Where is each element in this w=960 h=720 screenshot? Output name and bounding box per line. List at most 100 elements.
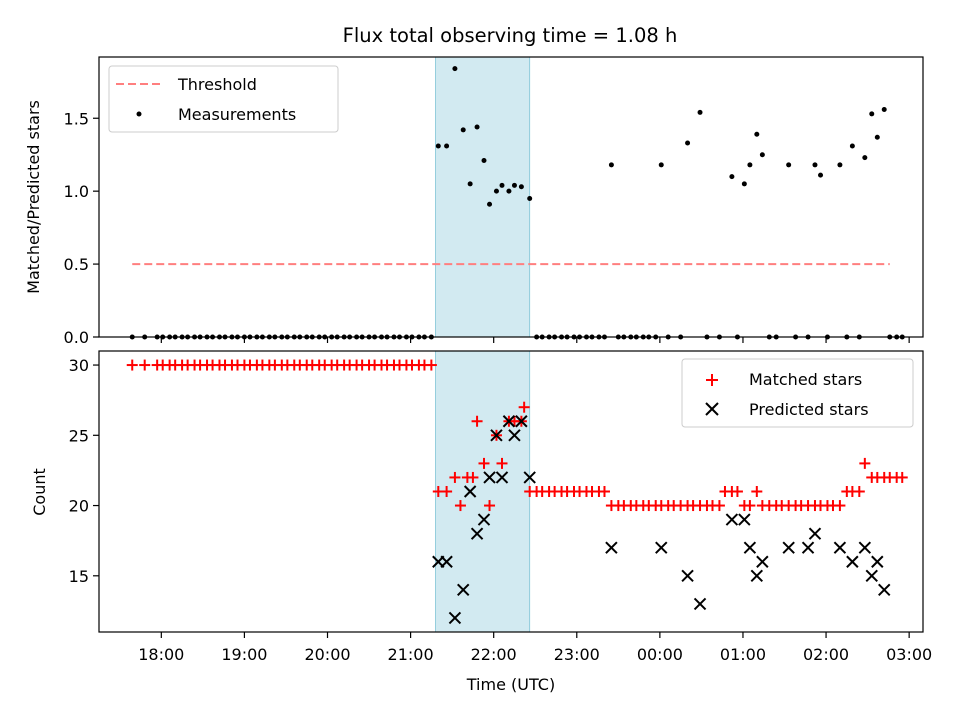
- x-tick-label: 19:00: [221, 645, 267, 664]
- measurement-point: [759, 152, 765, 158]
- matched-stars-point: [598, 486, 610, 497]
- predicted-stars-point: [502, 415, 516, 428]
- top-observing-span: [435, 56, 531, 338]
- measurement-point: [849, 143, 855, 149]
- measurement-point: [474, 124, 480, 130]
- x-tick-label: 20:00: [304, 645, 350, 664]
- legend-matched-swatch: [706, 374, 718, 386]
- predicted-stars-point: [865, 569, 878, 583]
- matched-stars-point: [751, 486, 763, 497]
- matched-stars-point: [467, 471, 479, 483]
- top-panel: 0.0 0.5 1.0 1.5 Matched/Predicted stars Thr…: [24, 56, 924, 347]
- bottom-y-tick-label: 25: [69, 426, 89, 445]
- matched-stars-point: [425, 359, 437, 371]
- predicted-stars-point: [605, 541, 618, 554]
- legend-threshold-label: Threshold: [177, 75, 257, 94]
- measurement-point: [435, 143, 441, 149]
- predicted-stars-point: [725, 513, 739, 526]
- predicted-stars-point: [871, 555, 884, 568]
- matched-stars-point: [126, 359, 138, 371]
- matched-stars-point: [731, 486, 743, 497]
- measurement-point: [506, 188, 512, 194]
- measurement-point: [812, 162, 818, 168]
- matched-stars-point: [471, 415, 483, 427]
- top-y-axis: 0.0 0.5 1.0 1.5: [64, 109, 99, 347]
- legend-measurements-swatch: [136, 111, 142, 117]
- matched-stars-point: [139, 359, 151, 371]
- predicted-stars-point: [523, 471, 536, 484]
- x-tick-label: 18:00: [138, 645, 184, 664]
- legend-predicted-swatch: [705, 402, 719, 416]
- measurement-point: [747, 162, 753, 168]
- measurement-point: [685, 140, 691, 146]
- bottom-plot-area: [126, 359, 908, 625]
- measurement-point: [658, 162, 664, 168]
- predicted-stars-point: [801, 541, 815, 554]
- measurement-point: [608, 162, 614, 168]
- top-x-ticks: [160, 337, 910, 343]
- bottom-legend: Matched stars Predicted stars: [681, 358, 914, 428]
- measurement-point: [487, 201, 493, 207]
- predicted-stars-point: [515, 415, 528, 428]
- top-axes-frame: [98, 56, 924, 338]
- matched-stars-point: [896, 471, 908, 483]
- top-y-tick-label: 1.5: [64, 109, 89, 128]
- measurement-point: [818, 172, 824, 178]
- bottom-y-tick-label: 20: [69, 497, 89, 516]
- matched-stars-point: [834, 500, 846, 512]
- predicted-stars-point: [750, 569, 764, 583]
- predicted-stars-point: [440, 555, 453, 568]
- measurement-point: [511, 182, 517, 188]
- top-y-tick-label: 0.0: [64, 328, 89, 347]
- x-tick-label: 21:00: [388, 645, 434, 664]
- bottom-x-axis: 18:00 19:00 20:00 21:00 22:00 23:00 00:00 01:00…: [138, 632, 932, 664]
- matched-stars-point: [853, 486, 865, 497]
- x-tick-label: 22:00: [471, 645, 517, 664]
- predicted-stars-point: [878, 583, 891, 597]
- measurement-point: [869, 111, 875, 117]
- measurement-point: [493, 188, 499, 194]
- x-tick-label: 02:00: [803, 645, 849, 664]
- predicted-stars-point: [738, 513, 751, 526]
- legend-measurements-label: Measurements: [178, 105, 296, 124]
- predicted-stars-point: [457, 583, 470, 597]
- bottom-y-tick-label: 15: [69, 567, 89, 586]
- predicted-stars-point: [490, 429, 503, 442]
- predicted-stars-point: [693, 597, 707, 611]
- x-tick-label: 00:00: [637, 645, 683, 664]
- predicted-stars-point: [756, 555, 769, 568]
- measurement-point: [460, 127, 466, 133]
- chart-title: Flux total observing time = 1.08 h: [343, 24, 678, 47]
- legend-predicted-label: Predicted stars: [749, 400, 869, 419]
- top-y-tick-label: 1.0: [64, 182, 89, 201]
- predicted-stars-point: [743, 541, 757, 554]
- measurement-point: [467, 181, 473, 187]
- predicted-stars-point: [846, 555, 859, 568]
- bottom-panel: 15 20 25 30 18:00 19:00 20:00 21:00 22:00 23:00 0…: [30, 350, 932, 694]
- matched-stars-point: [484, 500, 496, 512]
- matched-stars-point: [859, 457, 871, 469]
- x-axis-label: Time (UTC): [466, 675, 555, 694]
- predicted-stars-point: [681, 569, 694, 583]
- predicted-stars-point: [858, 541, 872, 554]
- x-tick-label: 23:00: [554, 645, 600, 664]
- measurement-point: [444, 143, 450, 149]
- x-tick-label: 03:00: [886, 645, 932, 664]
- predicted-stars-point: [470, 527, 484, 540]
- predicted-stars-point: [833, 541, 847, 554]
- predicted-stars-point: [508, 429, 521, 442]
- measurement-point: [874, 134, 880, 140]
- matched-stars-point: [441, 486, 453, 497]
- matched-stars-point: [518, 401, 530, 413]
- measurement-point: [881, 107, 887, 112]
- legend-matched-label: Matched stars: [749, 370, 862, 389]
- predicted-stars-point: [448, 611, 462, 625]
- predicted-stars-point: [463, 485, 477, 498]
- predicted-stars-point: [477, 513, 491, 526]
- measurement-point: [527, 195, 533, 201]
- predicted-stars-point: [808, 527, 822, 540]
- bottom-legend-box: [681, 358, 914, 428]
- measurement-point: [697, 109, 703, 115]
- measurement-point: [741, 181, 747, 187]
